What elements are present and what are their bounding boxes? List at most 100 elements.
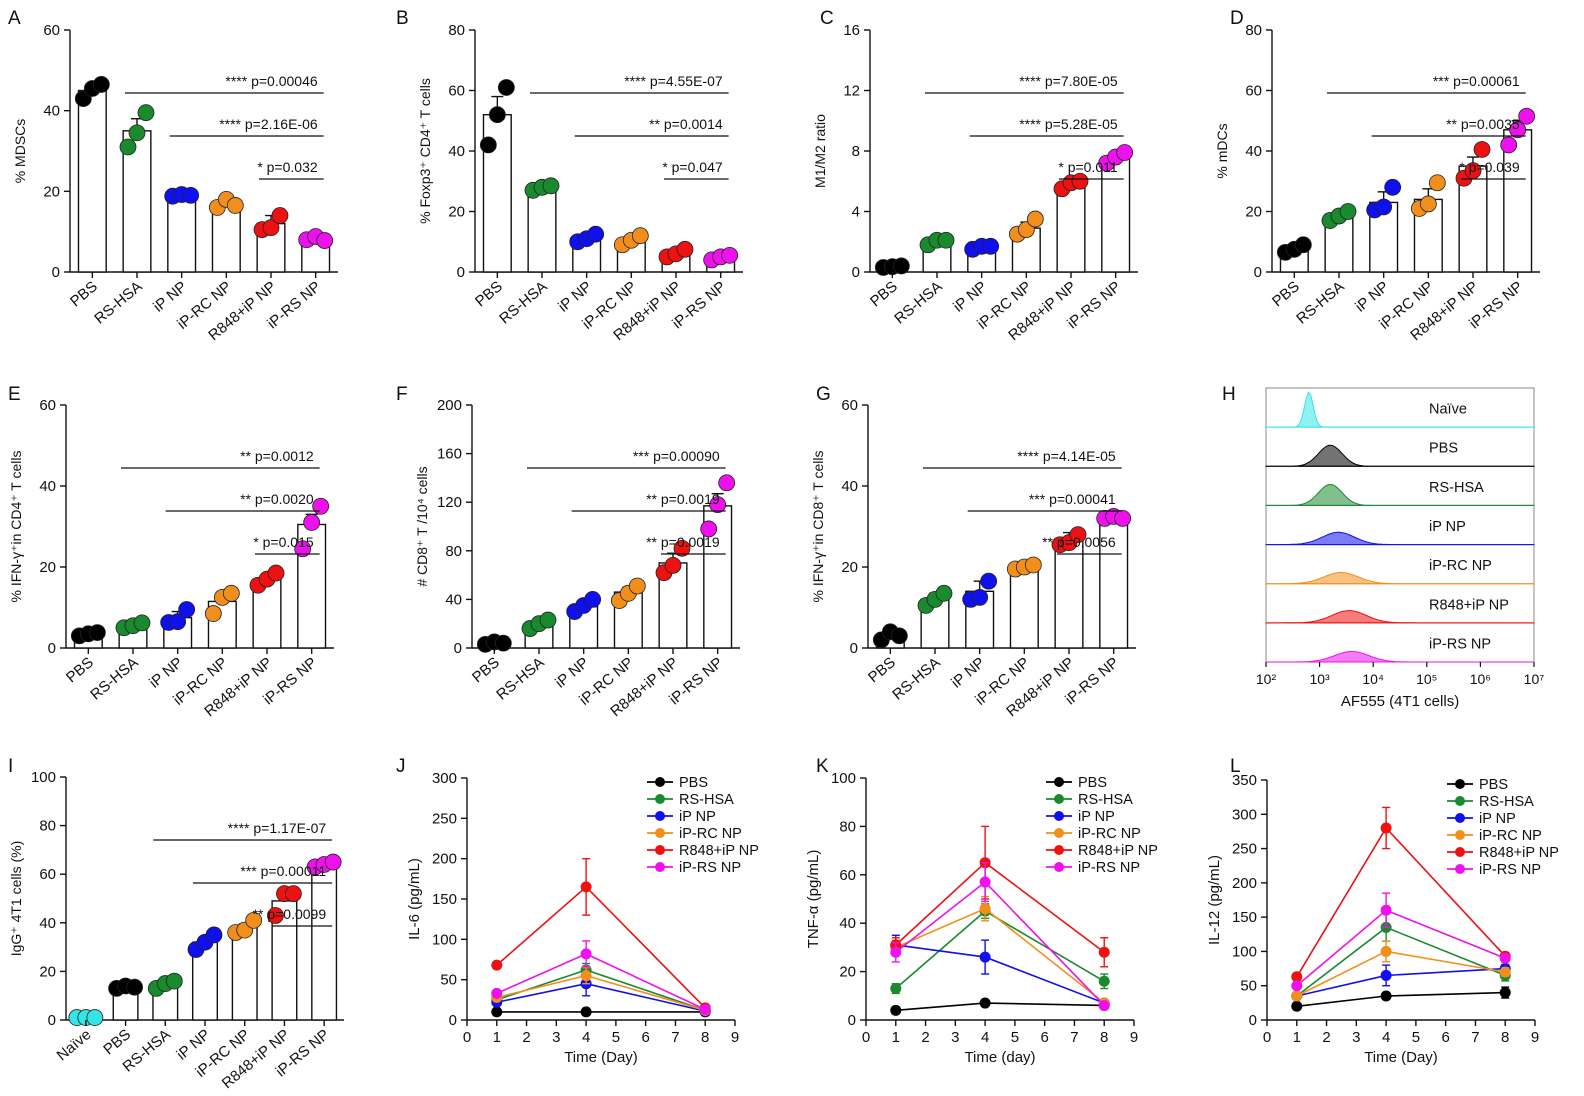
panel-letter: D <box>1230 8 1244 29</box>
x-axis-label: Time (day) <box>964 1049 1035 1066</box>
x-tick-label: PBS <box>867 278 901 310</box>
significance-label: **** p=5.28E-05 <box>1019 116 1118 132</box>
data-point <box>539 611 557 629</box>
histogram-curve <box>1266 651 1534 663</box>
data-point <box>673 539 691 557</box>
x-tick-label: 6 <box>1040 1029 1048 1046</box>
significance-label: * p=0.015 <box>253 534 314 550</box>
y-tick-label: 40 <box>43 103 60 120</box>
x-tick-label: 4 <box>1382 1029 1390 1046</box>
data-point <box>494 634 512 652</box>
panel-letter: L <box>1230 756 1241 777</box>
panel-letter: A <box>8 8 21 29</box>
y-tick-label: 0 <box>52 264 60 281</box>
data-point <box>890 627 908 645</box>
x-tick-label: 10² <box>1256 671 1277 687</box>
y-tick-label: 50 <box>440 972 457 989</box>
y-tick-label: 40 <box>448 143 465 160</box>
legend-label: RS-HSA <box>1078 792 1133 808</box>
data-point <box>262 219 280 237</box>
y-axis-label: M1/M2 ratio <box>812 114 828 188</box>
y-axis-label: % mDCs <box>1214 123 1230 178</box>
y-tick-label: 80 <box>1245 22 1262 39</box>
data-point <box>1098 975 1110 987</box>
x-tick-label: 6 <box>1441 1029 1449 1046</box>
significance-label: *** p=0.00090 <box>633 448 720 464</box>
x-tick-label: 10⁷ <box>1524 671 1545 687</box>
data-point <box>1509 121 1527 139</box>
x-tick-label: 8 <box>1501 1029 1509 1046</box>
y-tick-label: 60 <box>39 866 56 883</box>
x-tick-label: iP NP <box>950 278 990 315</box>
legend-label: iP-RS NP <box>1479 862 1541 878</box>
data-point <box>316 232 334 249</box>
data-point <box>1024 556 1042 574</box>
x-tick-label: RS-HSA <box>1293 278 1347 327</box>
y-tick-label: 8 <box>852 143 860 160</box>
series-line <box>1296 991 1506 1008</box>
data-point <box>937 231 955 249</box>
legend-label: iP NP <box>1479 811 1516 827</box>
x-tick-label: iP NP <box>948 654 988 691</box>
data-point <box>699 1004 711 1016</box>
data-point <box>1116 144 1134 161</box>
x-tick-label: 4 <box>582 1029 590 1046</box>
legend-label: iP-RS NP <box>1078 860 1140 876</box>
x-tick-label: RS-HSA <box>91 278 145 327</box>
data-point <box>979 903 991 915</box>
y-tick-label: 20 <box>448 204 465 221</box>
legend-marker <box>1054 862 1064 872</box>
y-tick-label: 80 <box>39 818 56 835</box>
data-point <box>709 496 727 514</box>
data-point <box>312 497 330 515</box>
data-point <box>245 911 263 929</box>
significance-label: * p=0.032 <box>257 159 318 175</box>
panel-letter: J <box>396 756 406 777</box>
data-point <box>182 186 200 204</box>
significance-label: *** p=0.00041 <box>1029 491 1116 507</box>
y-tick-label: 20 <box>39 559 56 576</box>
x-tick-label: 10⁴ <box>1362 671 1384 687</box>
series-line <box>895 1002 1105 1012</box>
x-tick-label: 1 <box>493 1029 501 1046</box>
data-point <box>169 613 187 631</box>
legend-marker <box>1455 847 1465 857</box>
data-point <box>1291 990 1303 1002</box>
data-point <box>1098 999 1110 1011</box>
x-tick-label: 5 <box>612 1029 620 1046</box>
x-tick-label: iP NP <box>552 654 592 691</box>
legend-label: iP-RC NP <box>1078 826 1141 842</box>
y-tick-label: 0 <box>850 640 858 657</box>
x-tick-label: iP NP <box>150 278 190 315</box>
significance-label: ** p=0.0012 <box>240 448 314 464</box>
y-tick-label: 12 <box>843 83 860 100</box>
panel-k: K 0 20 40 60 80 100 0 1 2 3 4 5 6 7 8 9 Time (day) TNF-α (… <box>805 756 1158 1066</box>
data-point <box>700 520 718 538</box>
legend-label: PBS <box>1479 777 1508 793</box>
histogram-curve <box>1265 531 1535 546</box>
x-tick-label: iP NP <box>146 654 186 691</box>
panel-f: F 0 40 80 120 160 200 # CD8⁺ T /10⁴ cells PBSRS-… <box>396 384 740 720</box>
legend-label: iP NP <box>1078 809 1115 825</box>
data-point <box>128 124 146 142</box>
legend-marker <box>655 862 665 872</box>
data-point <box>86 1009 104 1026</box>
x-tick-label: 0 <box>862 1029 870 1046</box>
x-tick-label: 10⁵ <box>1416 671 1437 687</box>
data-point <box>1380 969 1392 981</box>
panel-b: B 0 20 40 60 80 % Foxp3⁺ CD4⁺ T cells PBSRS-HSA… <box>396 8 743 344</box>
data-point <box>1114 510 1132 527</box>
data-point <box>119 138 137 156</box>
data-point <box>267 907 284 924</box>
legend-marker <box>1455 796 1465 806</box>
significance-label: ** p=0.0099 <box>253 906 327 922</box>
significance-label: ** p=0.0019 <box>646 534 720 550</box>
x-tick-label: 10⁶ <box>1470 671 1491 687</box>
legend-marker <box>655 794 665 804</box>
data-point <box>497 79 515 96</box>
legend-label: R848+iP NP <box>1479 845 1559 861</box>
y-tick-label: 20 <box>1245 204 1262 221</box>
legend-label: R848+iP NP <box>1078 843 1158 859</box>
x-tick-label: 10³ <box>1309 671 1330 687</box>
